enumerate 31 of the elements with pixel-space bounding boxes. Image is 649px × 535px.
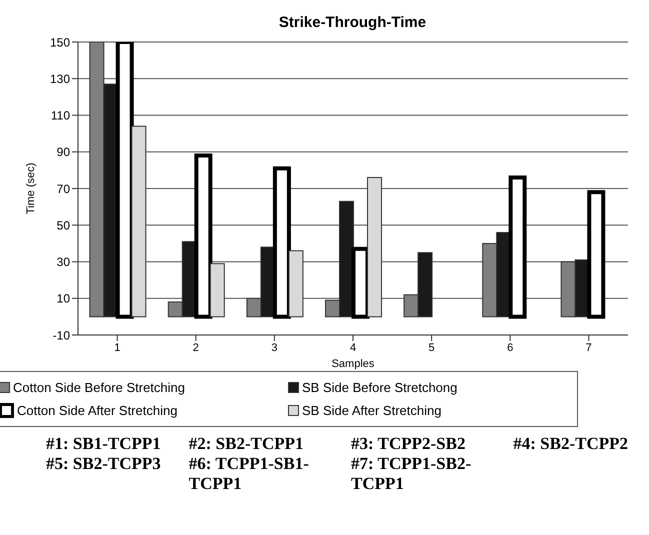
y-tick-label: 10 [56, 292, 70, 306]
legend-label: SB Side After Stretching [301, 403, 442, 418]
y-tick-label: 130 [50, 72, 70, 86]
y-axis-title: Time (sec) [24, 162, 37, 214]
text: #1: SB1-TCPP1 [46, 434, 161, 454]
x-tick-label: 2 [192, 342, 199, 354]
y-tick-label: 90 [56, 145, 70, 160]
y-tick-label: -10 [52, 328, 70, 342]
x-tick-label: 4 [350, 342, 356, 354]
text: #2: SB2-TCPP1 [188, 434, 304, 454]
text: #5: SB2-TCPP3 [46, 454, 161, 475]
legend-label: Cotton Side After Stretching [16, 403, 178, 418]
bar [210, 263, 225, 318]
legend-label: SB Side Before Stretchong [301, 380, 458, 395]
x-tick-label: 3 [271, 342, 278, 354]
y-tick-label: 150 [50, 35, 70, 50]
x-tick-label: 1 [114, 342, 120, 354]
y-tick-label: 30 [56, 255, 70, 270]
x-tick-label: 7 [586, 342, 592, 354]
y-tick-label: 50 [56, 218, 70, 232]
chart-title: Strike-Through-Time [278, 14, 428, 31]
x-tick-label: 6 [507, 342, 514, 354]
legend-label: Cotton Side Before Stretching [12, 380, 186, 395]
text: #6: TCPP1-SB1-TCPP1 [188, 454, 310, 494]
text: #4: SB2-TCPP2 [513, 434, 628, 454]
x-axis-title: Samples [332, 358, 375, 370]
text: #7: TCPP1-SB2-TCPP1 [351, 454, 472, 494]
x-tick-label: 5 [428, 342, 435, 354]
y-tick-label: 110 [50, 108, 70, 123]
y-tick-label: 70 [56, 182, 70, 196]
text: #3: TCPP2-SB2 [351, 434, 466, 454]
